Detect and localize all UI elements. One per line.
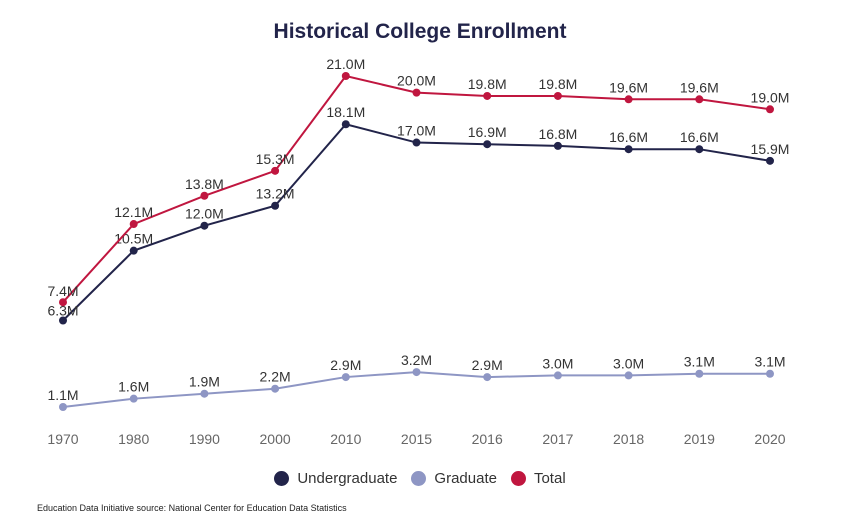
legend-label-total: Total — [533, 470, 566, 487]
data-point-graduate — [553, 371, 562, 380]
data-label-total: 7.4M — [47, 283, 78, 299]
data-label-graduate: 3.0M — [613, 355, 644, 371]
legend-item-total[interactable]: Total — [510, 470, 566, 487]
data-point-undergraduate — [341, 120, 350, 129]
data-label-undergraduate: 17.0M — [397, 123, 436, 139]
data-point-graduate — [129, 394, 138, 403]
data-label-undergraduate: 16.8M — [538, 126, 577, 142]
data-point-total — [695, 95, 704, 104]
data-label-total: 15.3M — [256, 151, 295, 167]
data-point-graduate — [695, 369, 704, 378]
data-point-undergraduate — [483, 140, 492, 149]
data-point-graduate — [624, 371, 633, 380]
x-tick-label: 2015 — [401, 431, 432, 447]
line-chart: 1970 1980 1990 2000 2010 2015 2016 2017 2018 2019… — [47, 56, 790, 447]
data-label-undergraduate: 16.9M — [468, 124, 507, 140]
data-label-undergraduate: 15.9M — [751, 141, 790, 157]
data-point-total — [341, 72, 350, 81]
data-point-total — [624, 95, 633, 104]
data-label-total: 19.0M — [751, 89, 790, 105]
data-point-total — [483, 91, 492, 100]
data-label-total: 19.6M — [680, 79, 719, 95]
data-label-undergraduate: 16.6M — [609, 129, 648, 145]
data-point-total — [59, 298, 67, 307]
x-tick-label: 2000 — [260, 431, 291, 447]
data-point-graduate — [271, 384, 280, 393]
legend-item-graduate[interactable]: Graduate — [411, 470, 497, 487]
legend-swatch-undergraduate — [274, 471, 290, 486]
data-label-total: 19.6M — [609, 79, 648, 95]
series-line-total — [62, 74, 771, 303]
data-point-graduate — [341, 373, 350, 382]
x-tick-label: 2019 — [684, 431, 715, 447]
data-label-total: 20.0M — [397, 73, 436, 89]
series-line-undergraduate — [62, 123, 771, 322]
x-tick-label: 1990 — [189, 431, 220, 447]
data-label-graduate: 3.0M — [542, 355, 573, 371]
data-label-total: 12.1M — [114, 204, 153, 220]
chart-legend: Undergraduate Graduate Total — [0, 470, 840, 487]
data-label-graduate: 3.2M — [401, 352, 432, 368]
data-point-undergraduate — [59, 316, 67, 325]
data-point-undergraduate — [271, 201, 280, 210]
legend-swatch-total — [510, 471, 526, 486]
data-label-undergraduate: 6.3M — [47, 303, 78, 319]
source-note: Education Data Initiative source: Nation… — [37, 503, 347, 513]
data-point-graduate — [200, 389, 209, 398]
data-label-graduate: 1.6M — [118, 379, 149, 395]
data-point-graduate — [412, 368, 421, 377]
data-label-graduate: 1.9M — [189, 374, 220, 390]
data-label-graduate: 2.9M — [330, 357, 361, 373]
data-label-graduate: 1.1M — [47, 387, 78, 403]
data-point-undergraduate — [695, 145, 704, 154]
x-tick-label: 1980 — [118, 431, 149, 447]
data-point-undergraduate — [624, 145, 633, 154]
data-label-undergraduate: 13.2M — [256, 186, 295, 202]
data-label-total: 21.0M — [326, 56, 365, 72]
data-point-graduate — [766, 369, 774, 378]
x-tick-label: 2020 — [754, 431, 785, 447]
data-point-undergraduate — [200, 221, 209, 230]
data-label-undergraduate: 18.1M — [326, 104, 365, 120]
data-label-undergraduate: 12.0M — [185, 206, 224, 222]
data-point-graduate — [59, 403, 67, 412]
x-tick-label: 1970 — [47, 431, 78, 447]
legend-label-undergraduate: Undergraduate — [297, 470, 398, 487]
data-point-undergraduate — [129, 246, 138, 255]
data-point-graduate — [483, 373, 492, 382]
data-point-total — [271, 166, 280, 175]
data-point-total — [766, 105, 774, 114]
data-label-graduate: 3.1M — [754, 354, 785, 370]
legend-label-graduate: Graduate — [434, 470, 497, 487]
x-tick-label: 2016 — [472, 431, 503, 447]
data-label-total: 13.8M — [185, 176, 224, 192]
data-label-undergraduate: 16.6M — [680, 129, 719, 145]
legend-item-undergraduate[interactable]: Undergraduate — [274, 470, 397, 487]
data-point-undergraduate — [766, 156, 774, 165]
data-label-graduate: 3.1M — [684, 354, 715, 370]
data-label-graduate: 2.2M — [260, 369, 291, 385]
data-point-undergraduate — [553, 141, 562, 150]
data-point-undergraduate — [412, 138, 421, 147]
data-point-total — [200, 191, 209, 200]
legend-swatch-graduate — [411, 471, 427, 486]
data-label-total: 19.8M — [538, 76, 577, 92]
chart-title: Historical College Enrollment — [273, 20, 567, 43]
data-point-total — [412, 88, 421, 97]
data-label-total: 19.8M — [468, 76, 507, 92]
data-point-total — [553, 91, 562, 100]
x-tick-label: 2017 — [542, 431, 573, 447]
x-tick-label: 2010 — [330, 431, 361, 447]
data-point-total — [129, 220, 138, 229]
data-label-graduate: 2.9M — [472, 357, 503, 373]
x-tick-label: 2018 — [613, 431, 644, 447]
series-line-graduate — [62, 371, 770, 408]
